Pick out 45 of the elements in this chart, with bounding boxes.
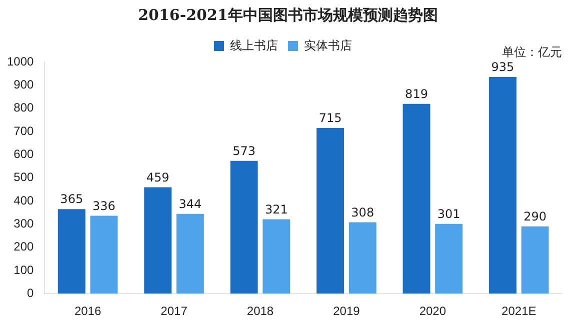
data-label: 573	[232, 144, 256, 158]
bar	[435, 224, 463, 294]
x-tick-label: 2019	[333, 304, 360, 318]
data-label: 715	[318, 111, 342, 126]
y-tick-label: 500	[14, 170, 34, 184]
x-tick-label: 2021E	[502, 304, 536, 318]
x-tick-label: 2016	[74, 304, 102, 318]
y-tick-label: 900	[14, 77, 34, 92]
bar	[176, 214, 204, 294]
bar	[58, 209, 86, 294]
y-tick-label: 600	[14, 146, 34, 161]
bar	[90, 216, 118, 294]
bar	[521, 226, 549, 294]
bar	[488, 77, 516, 294]
y-tick-label: 0	[27, 286, 34, 300]
bar	[316, 128, 344, 294]
data-label: 344	[178, 197, 202, 212]
y-tick-label: 1000	[6, 54, 34, 68]
legend-label: 实体书店	[304, 38, 352, 52]
bar	[262, 219, 290, 294]
y-tick-label: 800	[14, 100, 34, 115]
data-label: 321	[264, 202, 288, 216]
bar	[144, 187, 172, 294]
data-label: 935	[491, 60, 514, 74]
legend-label: 线上书店	[230, 38, 278, 52]
data-label: 308	[351, 205, 374, 220]
bar	[348, 222, 376, 294]
y-tick-label: 200	[14, 240, 34, 254]
data-label: 819	[405, 87, 428, 102]
bar	[230, 160, 258, 294]
data-label: 336	[92, 198, 116, 213]
data-label: 301	[437, 207, 460, 222]
x-tick-label: 2018	[246, 304, 274, 318]
chart-title: 2016-2021年中国图书市场规模预测趋势图	[137, 6, 439, 25]
text: 单位：亿元	[502, 44, 562, 61]
y-tick-label: 400	[14, 193, 34, 208]
data-label: 365	[60, 192, 84, 206]
data-label: 290	[524, 210, 547, 224]
x-tick-label: 2020	[419, 304, 446, 318]
y-tick-label: 300	[14, 216, 34, 230]
x-tick-label: 2017	[160, 304, 188, 318]
y-tick-label: 100	[14, 262, 34, 277]
data-label: 459	[146, 170, 170, 184]
bar	[402, 104, 430, 294]
y-tick-label: 700	[14, 124, 34, 138]
